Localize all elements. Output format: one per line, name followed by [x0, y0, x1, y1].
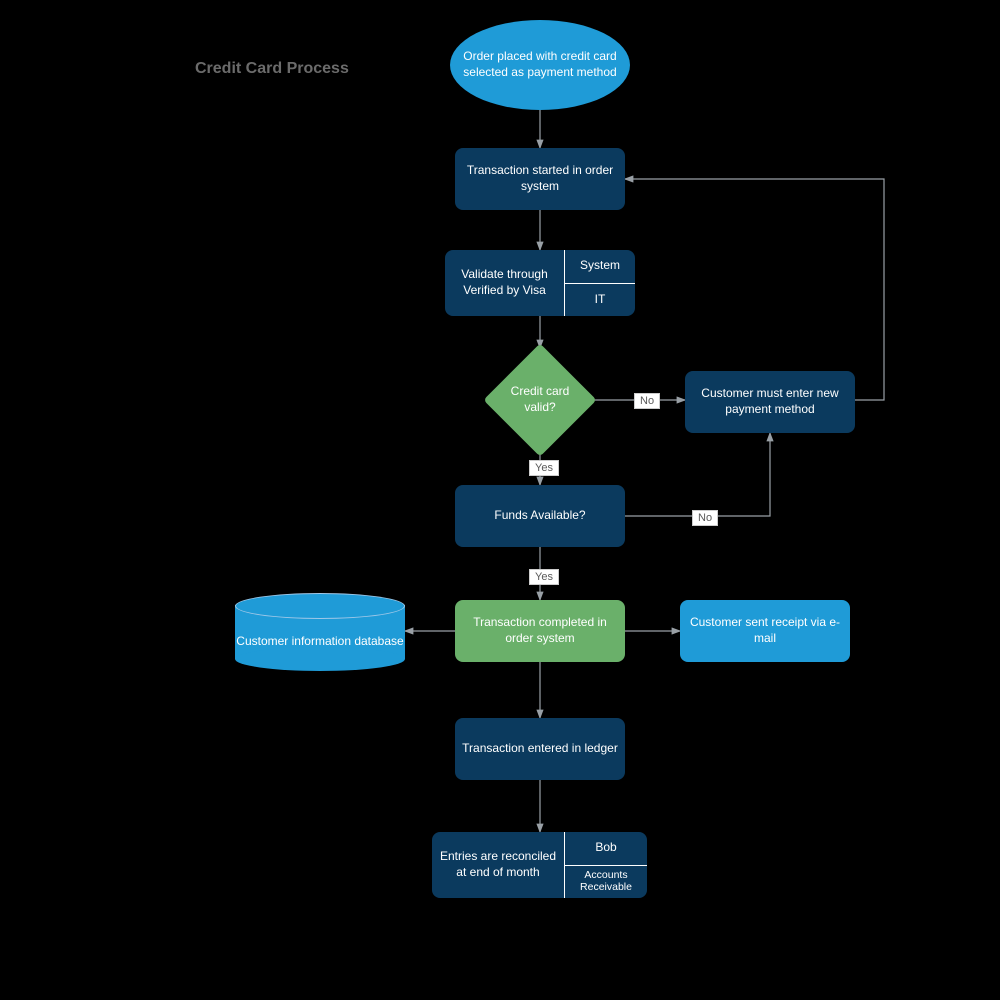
node-funds-label: Funds Available? [494, 508, 585, 524]
edge-label: No [692, 510, 718, 526]
diagram-title: Credit Card Process [195, 60, 349, 78]
node-reconcile-predefined: Entries are reconciled at end of month B… [432, 832, 647, 898]
node-transaction-started: Transaction started in order system [455, 148, 625, 210]
node-new-payment-label: Customer must enter new payment method [691, 386, 849, 417]
edge-label: Yes [529, 460, 559, 476]
node-start-terminator: Order placed with credit card selected a… [450, 20, 630, 110]
node-ledger-label: Transaction entered in ledger [462, 741, 618, 757]
node-validate-predefined: Validate through Verified by Visa System… [445, 250, 635, 316]
edge-label: Yes [529, 569, 559, 585]
node-reconcile-label: Entries are reconciled at end of month [436, 849, 560, 880]
node-db-label: Customer information database [236, 634, 403, 650]
node-receipt-label: Customer sent receipt via e-mail [686, 615, 844, 646]
edge-label: No [634, 393, 660, 409]
node-credit-card-valid-decision: Credit card valid? [500, 360, 580, 440]
node-new-payment: Customer must enter new payment method [685, 371, 855, 433]
node-transaction-started-label: Transaction started in order system [461, 163, 619, 194]
node-funds-available: Funds Available? [455, 485, 625, 547]
node-start-label: Order placed with credit card selected a… [456, 49, 624, 80]
node-customer-database: Customer information database [235, 593, 405, 671]
node-reconcile-rb: Accounts Receivable [565, 870, 647, 893]
node-trans-complete-label: Transaction completed in order system [461, 615, 619, 646]
node-reconcile-rt: Bob [595, 840, 616, 856]
node-receipt: Customer sent receipt via e-mail [680, 600, 850, 662]
node-validate-rt: System [580, 258, 620, 274]
node-validate-rb: IT [595, 292, 606, 308]
node-cc-valid-label: Credit card valid? [500, 384, 580, 415]
node-transaction-complete: Transaction completed in order system [455, 600, 625, 662]
node-validate-label: Validate through Verified by Visa [449, 267, 560, 298]
node-ledger: Transaction entered in ledger [455, 718, 625, 780]
